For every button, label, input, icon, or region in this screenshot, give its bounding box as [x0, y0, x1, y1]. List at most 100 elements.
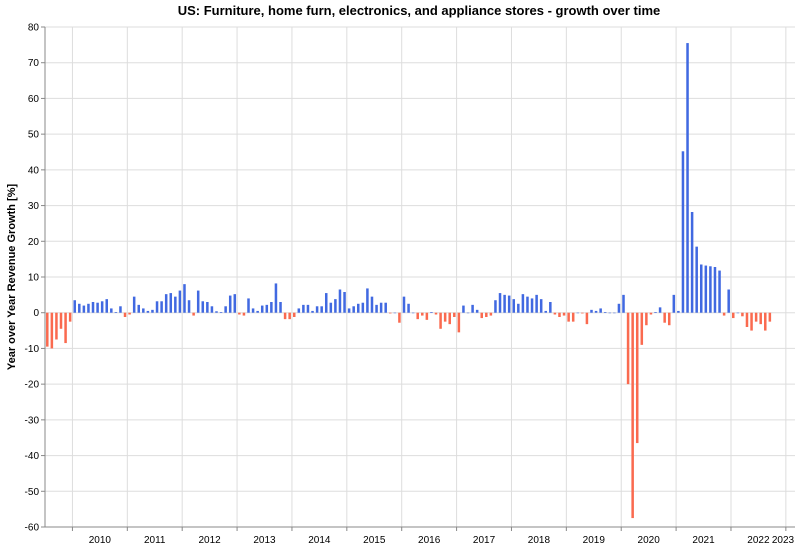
bar — [448, 312, 451, 325]
bar — [718, 270, 721, 313]
bar — [553, 312, 557, 315]
y-tick-label: -40 — [25, 451, 40, 462]
bar — [649, 312, 653, 315]
y-tick-label: -60 — [25, 523, 40, 534]
bar — [411, 312, 415, 314]
bar — [526, 296, 529, 313]
bar — [631, 312, 634, 519]
bar — [151, 309, 154, 313]
bar — [439, 312, 442, 329]
bar — [654, 312, 657, 313]
bar — [110, 308, 113, 313]
bar — [549, 302, 552, 313]
bar — [311, 310, 314, 313]
bar — [370, 296, 374, 313]
bar — [192, 312, 195, 316]
bar — [489, 312, 493, 316]
bar — [667, 312, 671, 326]
bar — [480, 312, 483, 319]
bar — [521, 294, 525, 313]
bar — [132, 296, 136, 313]
bar — [46, 312, 49, 347]
bar — [274, 283, 278, 313]
x-tick-label: 2023 — [772, 535, 795, 546]
bar — [361, 302, 365, 313]
bar — [297, 308, 301, 313]
bar — [68, 312, 72, 322]
x-tick-label: 2020 — [638, 535, 661, 546]
bar — [498, 293, 502, 313]
bar — [732, 312, 735, 319]
bar — [713, 267, 717, 313]
x-tick-label: 2016 — [418, 535, 441, 546]
bar — [475, 309, 479, 313]
bar — [242, 312, 246, 316]
bar — [393, 312, 397, 314]
bar — [114, 312, 118, 313]
bar — [306, 304, 310, 313]
bar — [709, 266, 712, 313]
bar — [530, 298, 534, 313]
y-axis-label: Year over Year Revenue Growth [%] — [6, 184, 18, 371]
bar — [562, 312, 566, 316]
bar — [750, 312, 753, 331]
bar — [617, 303, 621, 313]
x-tick-label: 2012 — [199, 535, 222, 546]
y-tick-label: -20 — [25, 380, 40, 391]
y-tick-label: -50 — [25, 487, 40, 498]
bar — [608, 312, 612, 314]
bar — [764, 312, 767, 331]
bar — [599, 308, 602, 313]
bar — [603, 312, 607, 313]
bar — [754, 312, 758, 322]
bar — [567, 312, 570, 322]
y-tick-label: 30 — [28, 201, 40, 212]
bar — [722, 312, 726, 316]
bar — [571, 312, 575, 322]
bar — [375, 304, 378, 313]
bar — [622, 294, 625, 313]
bar — [539, 299, 543, 313]
bar — [238, 312, 241, 315]
bar — [768, 312, 772, 322]
bar — [228, 295, 232, 313]
bar — [357, 303, 360, 313]
bar — [517, 303, 520, 313]
bar — [73, 300, 76, 313]
bar — [443, 312, 447, 322]
bar — [645, 312, 648, 326]
y-tick-label: 70 — [28, 58, 40, 69]
bar — [164, 294, 168, 313]
bar — [78, 303, 81, 313]
bars-layer — [46, 43, 772, 519]
y-tick-label: -10 — [25, 344, 40, 355]
bar — [201, 301, 205, 313]
bar — [55, 312, 58, 340]
bar — [288, 312, 291, 320]
bar — [183, 284, 186, 313]
bar — [352, 306, 355, 313]
x-tick-label: 2015 — [363, 535, 386, 546]
bar — [96, 302, 99, 313]
bar — [640, 312, 644, 345]
bar — [283, 312, 287, 320]
bar — [196, 290, 200, 313]
bar — [704, 265, 708, 313]
bar — [585, 312, 589, 325]
bar — [279, 302, 282, 313]
bar — [466, 312, 470, 314]
bar — [334, 299, 337, 313]
bar — [416, 312, 419, 320]
bar — [677, 310, 680, 313]
bar — [347, 308, 351, 313]
bar — [494, 300, 497, 313]
x-tick-label: 2018 — [528, 535, 551, 546]
bar — [741, 312, 744, 317]
bar — [256, 310, 259, 313]
bar — [265, 304, 269, 313]
bar — [379, 302, 383, 313]
bar — [123, 312, 127, 317]
bar — [210, 306, 214, 313]
bar — [59, 312, 63, 329]
